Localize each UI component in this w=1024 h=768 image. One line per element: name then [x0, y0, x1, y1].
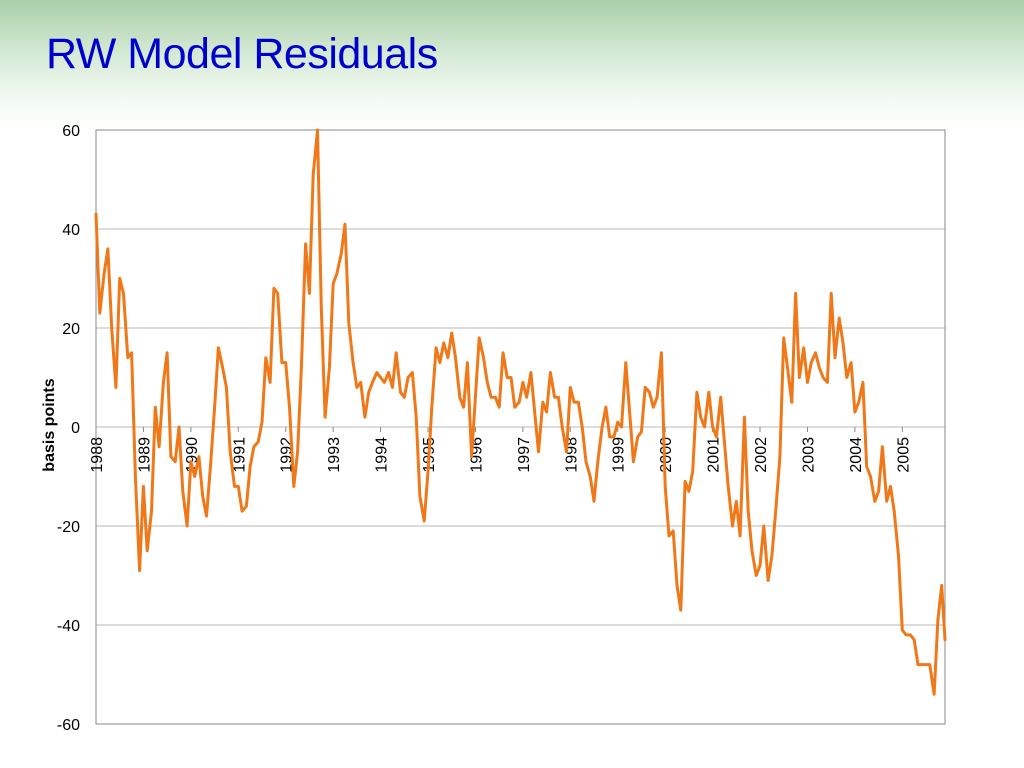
y-tick-label: -60 — [57, 717, 80, 734]
x-tick-label: 1997 — [516, 437, 533, 473]
x-tick-label: 2003 — [800, 437, 817, 473]
gridlines — [96, 129, 945, 725]
y-tick-label: 0 — [71, 420, 80, 437]
y-axis-title: basis points — [41, 378, 58, 471]
x-tick-label: 1989 — [136, 437, 153, 473]
x-tick-label: 1991 — [231, 437, 248, 473]
series-line-residuals — [94, 128, 947, 696]
x-tick-label: 1994 — [374, 437, 391, 473]
x-tick-label: 1999 — [611, 437, 628, 473]
x-tick-label: 2000 — [658, 437, 675, 473]
slide-title: RW Model Residuals — [46, 30, 438, 78]
y-tick-label: 20 — [62, 321, 80, 338]
x-tick-label: 2001 — [706, 437, 723, 473]
x-tick-label: 2005 — [895, 437, 912, 473]
x-tick-label: 2004 — [848, 437, 865, 473]
y-tick-label: 60 — [62, 123, 80, 140]
y-tick-label: 40 — [62, 222, 80, 239]
x-tick-label: 1993 — [326, 437, 343, 473]
x-tick-label: 2002 — [753, 437, 770, 473]
x-tick-label: 1988 — [89, 437, 106, 473]
y-tick-label: -20 — [57, 519, 80, 536]
x-axis-tick-labels: 1988 1989 1990 1991 1992 1993 1994 1995 1996 1997… — [89, 427, 912, 473]
y-tick-label: -40 — [57, 618, 80, 635]
y-axis-tick-labels: 60 40 20 0 -20 -40 -60 — [57, 123, 80, 734]
